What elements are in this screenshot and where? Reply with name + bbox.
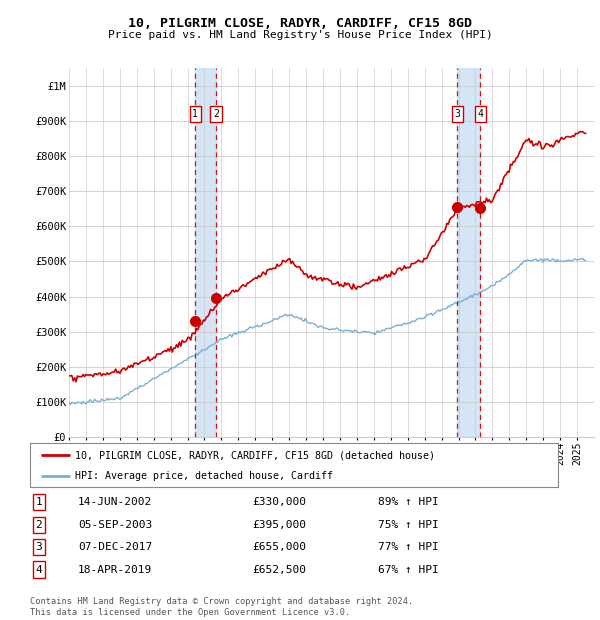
Text: 10, PILGRIM CLOSE, RADYR, CARDIFF, CF15 8GD: 10, PILGRIM CLOSE, RADYR, CARDIFF, CF15 …	[128, 17, 472, 30]
Text: 18-APR-2019: 18-APR-2019	[78, 565, 152, 575]
Text: 10, PILGRIM CLOSE, RADYR, CARDIFF, CF15 8GD (detached house): 10, PILGRIM CLOSE, RADYR, CARDIFF, CF15 …	[75, 451, 435, 461]
Text: £395,000: £395,000	[252, 520, 306, 529]
Text: Contains HM Land Registry data © Crown copyright and database right 2024.
This d: Contains HM Land Registry data © Crown c…	[30, 598, 413, 617]
Text: 4: 4	[478, 109, 484, 119]
Text: 67% ↑ HPI: 67% ↑ HPI	[378, 565, 439, 575]
Text: 2: 2	[35, 520, 43, 529]
Text: 2: 2	[213, 109, 219, 119]
Text: £652,500: £652,500	[252, 565, 306, 575]
Text: 75% ↑ HPI: 75% ↑ HPI	[378, 520, 439, 529]
Text: 07-DEC-2017: 07-DEC-2017	[78, 542, 152, 552]
Text: 05-SEP-2003: 05-SEP-2003	[78, 520, 152, 529]
Text: £330,000: £330,000	[252, 497, 306, 507]
Text: 14-JUN-2002: 14-JUN-2002	[78, 497, 152, 507]
Text: Price paid vs. HM Land Registry's House Price Index (HPI): Price paid vs. HM Land Registry's House …	[107, 30, 493, 40]
Text: £655,000: £655,000	[252, 542, 306, 552]
Text: 89% ↑ HPI: 89% ↑ HPI	[378, 497, 439, 507]
Text: 1: 1	[35, 497, 43, 507]
Text: 3: 3	[454, 109, 460, 119]
Text: HPI: Average price, detached house, Cardiff: HPI: Average price, detached house, Card…	[75, 471, 333, 481]
Text: 1: 1	[192, 109, 198, 119]
Text: 4: 4	[35, 565, 43, 575]
Bar	[195, 68, 216, 437]
Text: 3: 3	[35, 542, 43, 552]
Bar	[457, 68, 481, 437]
Text: 77% ↑ HPI: 77% ↑ HPI	[378, 542, 439, 552]
